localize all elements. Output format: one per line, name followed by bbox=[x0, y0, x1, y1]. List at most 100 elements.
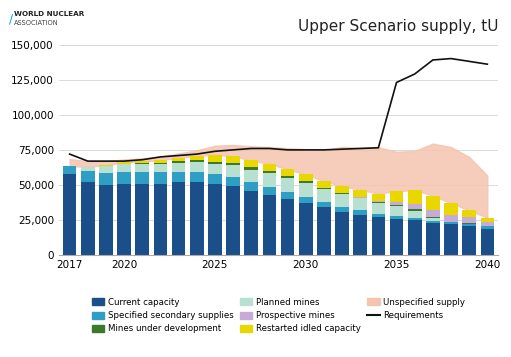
Bar bbox=[426, 196, 439, 210]
Requirements bbox=[212, 149, 218, 154]
Text: WORLD NUCLEAR: WORLD NUCLEAR bbox=[14, 11, 84, 17]
Bar bbox=[226, 186, 240, 255]
Bar bbox=[408, 211, 422, 218]
Bar bbox=[172, 161, 185, 162]
Bar bbox=[371, 201, 385, 202]
Bar bbox=[172, 172, 185, 182]
Bar bbox=[154, 160, 167, 163]
Requirements bbox=[139, 157, 145, 162]
Requirements bbox=[157, 155, 164, 159]
Bar bbox=[172, 157, 185, 161]
Requirements bbox=[248, 146, 254, 151]
Bar bbox=[408, 218, 422, 220]
Bar bbox=[390, 202, 403, 205]
Bar bbox=[135, 172, 149, 183]
Bar bbox=[118, 183, 131, 255]
Bar bbox=[190, 172, 203, 182]
Bar bbox=[426, 218, 439, 221]
Bar bbox=[299, 203, 313, 255]
Bar bbox=[426, 223, 439, 255]
Requirements bbox=[321, 148, 327, 152]
Line: Requirements: Requirements bbox=[69, 59, 487, 161]
Bar bbox=[335, 194, 349, 207]
Requirements bbox=[448, 56, 454, 61]
Bar bbox=[172, 162, 185, 172]
Bar bbox=[317, 202, 331, 207]
Requirements bbox=[375, 146, 381, 150]
Bar bbox=[281, 176, 294, 178]
Requirements bbox=[484, 62, 491, 66]
Bar bbox=[371, 193, 385, 201]
Requirements bbox=[412, 72, 418, 76]
Bar bbox=[135, 183, 149, 255]
Requirements bbox=[176, 154, 182, 158]
Bar bbox=[154, 172, 167, 183]
Bar bbox=[244, 160, 258, 167]
Bar bbox=[190, 160, 203, 162]
Requirements bbox=[285, 148, 291, 152]
Requirements bbox=[103, 159, 109, 163]
Bar bbox=[172, 182, 185, 255]
Bar bbox=[118, 172, 131, 183]
Bar bbox=[263, 195, 276, 255]
Bar bbox=[444, 224, 458, 255]
Bar bbox=[390, 206, 403, 216]
Bar bbox=[480, 222, 494, 226]
Bar bbox=[426, 221, 439, 223]
Bar bbox=[371, 202, 385, 214]
Bar bbox=[99, 185, 113, 255]
Bar bbox=[208, 183, 222, 255]
Bar bbox=[81, 171, 95, 182]
Bar bbox=[244, 167, 258, 170]
Bar bbox=[462, 226, 476, 255]
Bar bbox=[154, 163, 167, 164]
Bar bbox=[226, 163, 240, 165]
Text: ASSOCIATION: ASSOCIATION bbox=[14, 20, 59, 26]
Bar bbox=[408, 204, 422, 209]
Bar bbox=[335, 186, 349, 193]
Bar bbox=[154, 183, 167, 255]
Bar bbox=[99, 165, 113, 166]
Bar bbox=[99, 173, 113, 185]
Bar bbox=[480, 228, 494, 255]
Bar bbox=[480, 226, 494, 228]
Bar bbox=[244, 191, 258, 255]
Bar bbox=[444, 222, 458, 224]
Bar bbox=[462, 210, 476, 217]
Bar bbox=[63, 174, 77, 255]
Bar bbox=[335, 207, 349, 212]
Bar bbox=[354, 190, 367, 197]
Bar bbox=[263, 164, 276, 171]
Requirements bbox=[303, 148, 309, 152]
Text: Upper Scenario supply, tU: Upper Scenario supply, tU bbox=[298, 19, 498, 34]
Bar bbox=[81, 167, 95, 171]
Bar bbox=[190, 182, 203, 255]
Bar bbox=[317, 189, 331, 202]
Bar bbox=[135, 161, 149, 163]
Bar bbox=[208, 174, 222, 183]
Bar bbox=[244, 182, 258, 191]
Bar bbox=[208, 164, 222, 174]
Bar bbox=[462, 217, 476, 223]
Bar bbox=[390, 216, 403, 219]
Requirements bbox=[393, 80, 400, 85]
Bar bbox=[281, 178, 294, 192]
Bar bbox=[462, 223, 476, 226]
Bar bbox=[263, 173, 276, 187]
Bar bbox=[63, 166, 77, 174]
Bar bbox=[480, 218, 494, 222]
Bar bbox=[299, 181, 313, 183]
Bar bbox=[190, 162, 203, 172]
Bar bbox=[299, 197, 313, 203]
Bar bbox=[371, 214, 385, 217]
Bar bbox=[154, 164, 167, 172]
Bar bbox=[371, 217, 385, 255]
Requirements bbox=[121, 159, 127, 163]
Bar bbox=[226, 156, 240, 163]
Bar bbox=[263, 171, 276, 173]
Bar bbox=[426, 217, 439, 218]
Bar bbox=[281, 169, 294, 176]
Requirements bbox=[266, 146, 272, 151]
Bar bbox=[99, 166, 113, 173]
Bar bbox=[354, 198, 367, 210]
